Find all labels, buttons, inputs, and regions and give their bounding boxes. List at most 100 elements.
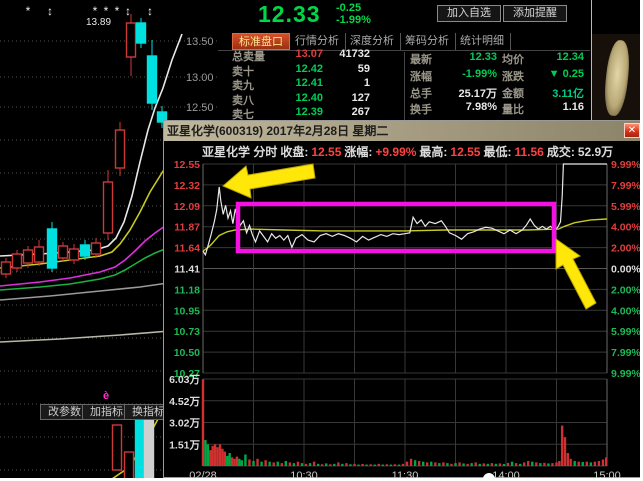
header-label: 52.9万 bbox=[577, 145, 614, 159]
orderbook-row-price: 12.41 bbox=[295, 77, 323, 90]
candle bbox=[22, 249, 34, 264]
time-axis-label: 15:00 bbox=[593, 470, 621, 478]
volume-bar bbox=[601, 459, 605, 466]
time-axis-label: 10:30 bbox=[290, 470, 318, 478]
volume-bar bbox=[216, 447, 219, 466]
volume-bar bbox=[535, 462, 538, 466]
header-label: 收盘: bbox=[280, 145, 309, 159]
volume-bar bbox=[446, 463, 449, 466]
orderbook-row-price: 12.42 bbox=[295, 62, 323, 75]
volume-bar bbox=[458, 462, 461, 466]
pct-axis-label: 7.99% bbox=[611, 180, 640, 192]
volume-bar bbox=[252, 460, 255, 466]
volume-bar bbox=[233, 458, 236, 466]
stat-value: 12.33 bbox=[469, 51, 497, 63]
volume-bar bbox=[256, 458, 259, 466]
kline-marker-icon: ↕ bbox=[125, 4, 131, 18]
orderbook-row-label: 卖九 bbox=[232, 80, 254, 93]
volume-bar bbox=[566, 453, 570, 466]
pct-axis-label: 5.99% bbox=[611, 326, 640, 338]
add-alert-button[interactable]: 添加提醒 bbox=[503, 5, 567, 22]
stat-label: 涨跌 bbox=[502, 70, 524, 83]
stat-value: 12.34 bbox=[556, 51, 584, 63]
volume-bar bbox=[421, 461, 425, 466]
volume-bar bbox=[514, 463, 518, 466]
stat-value: 25.17万 bbox=[458, 87, 497, 100]
volume-bar bbox=[442, 462, 445, 466]
add-to-watchlist-button[interactable]: 加入自选 bbox=[437, 5, 501, 22]
intraday-chart-svg[interactable]: 12.55 12.32 12.09 11.87 11.64 11.41 11.18 10.95… bbox=[164, 141, 640, 478]
popup-titlebar[interactable]: 亚星化学(600319) 2017年2月28日 星期二 ✕ bbox=[164, 121, 640, 141]
tab-market-analysis[interactable]: 行情分析 bbox=[289, 33, 346, 50]
volume-bar bbox=[276, 461, 279, 466]
volume-bar bbox=[539, 463, 542, 466]
volume-bar bbox=[401, 463, 405, 466]
orderbook-row-price: 13.07 bbox=[295, 48, 323, 60]
volume-bar bbox=[486, 463, 490, 466]
stat-label: 最新 bbox=[410, 54, 432, 66]
price-axis-label: 12.32 bbox=[174, 180, 200, 192]
volume-bar bbox=[551, 463, 554, 466]
volume-bar bbox=[292, 463, 296, 466]
price-axis-label: 12.09 bbox=[174, 201, 200, 213]
switch-indicator-button[interactable]: 换指标 bbox=[124, 404, 173, 420]
volume-bar bbox=[345, 463, 348, 466]
volume-bar bbox=[226, 455, 229, 466]
pct-axis-label: 2.00% bbox=[611, 243, 640, 255]
header-label: 涨幅: bbox=[344, 145, 373, 159]
volume-bar bbox=[438, 463, 441, 466]
candle bbox=[146, 55, 158, 104]
price-axis-label: 11.18 bbox=[174, 284, 200, 296]
volume-bar bbox=[209, 450, 212, 466]
volume-bar bbox=[555, 462, 558, 466]
close-icon[interactable]: ✕ bbox=[624, 123, 640, 138]
candle bbox=[68, 248, 80, 261]
header-label: 亚星化学 分时 bbox=[202, 145, 278, 159]
orderbook-row-label: 卖七 bbox=[232, 109, 254, 122]
volume-bar bbox=[280, 463, 283, 466]
tab-chip-analysis[interactable]: 筹码分析 bbox=[399, 33, 456, 50]
price-axis-label: 10.27 bbox=[174, 368, 200, 380]
volume-bar bbox=[547, 463, 550, 466]
stat-label: 换手 bbox=[410, 104, 432, 117]
volume-bar bbox=[498, 463, 502, 466]
kline-marker-icon: * bbox=[93, 4, 98, 18]
volume-bar bbox=[244, 454, 247, 466]
tab-depth-analysis[interactable]: 深度分析 bbox=[344, 33, 401, 50]
volume-bar bbox=[413, 460, 417, 466]
volume-bar bbox=[218, 444, 222, 466]
volume-bar bbox=[357, 464, 360, 466]
stat-label: 总手 bbox=[410, 87, 432, 100]
volume-bar bbox=[341, 463, 344, 466]
cursor-dot bbox=[483, 473, 495, 478]
tab-statistics-detail[interactable]: 统计明细 bbox=[454, 33, 511, 50]
price-axis-label: 10.95 bbox=[174, 305, 200, 317]
volume-bar bbox=[312, 461, 316, 466]
volume-candle bbox=[111, 424, 123, 471]
volume-bar bbox=[264, 460, 267, 466]
candle bbox=[79, 244, 91, 257]
volume-bar bbox=[296, 461, 300, 466]
kline-chart-svg: * ↕ * * * ↕ ↕ bbox=[0, 4, 218, 478]
tabs-underline bbox=[218, 50, 590, 51]
stat-value: -1.99% bbox=[462, 67, 497, 80]
avg-price-line bbox=[202, 218, 608, 252]
volume-bar bbox=[223, 451, 227, 466]
orderbook-row-price: 12.40 bbox=[295, 91, 323, 104]
volume-bar bbox=[494, 463, 498, 466]
add-indicator-button[interactable]: 加指标 bbox=[82, 404, 131, 420]
ma-line bbox=[0, 280, 183, 301]
volume-bar bbox=[474, 462, 477, 466]
volume-bar bbox=[426, 462, 429, 466]
orderbook-row-volume: 59 bbox=[357, 62, 370, 75]
volume-bar bbox=[365, 464, 368, 466]
candle bbox=[114, 129, 126, 169]
orderbook-row-volume: 41732 bbox=[339, 48, 370, 60]
volume-bar bbox=[543, 462, 546, 466]
volume-bar bbox=[201, 379, 205, 466]
volume-bar bbox=[308, 463, 312, 466]
candle bbox=[102, 181, 114, 234]
tab-standard-quote[interactable]: 标准盘口 bbox=[232, 33, 290, 50]
change-params-button[interactable]: 改参数 bbox=[40, 404, 89, 420]
volume-bar bbox=[389, 464, 393, 466]
